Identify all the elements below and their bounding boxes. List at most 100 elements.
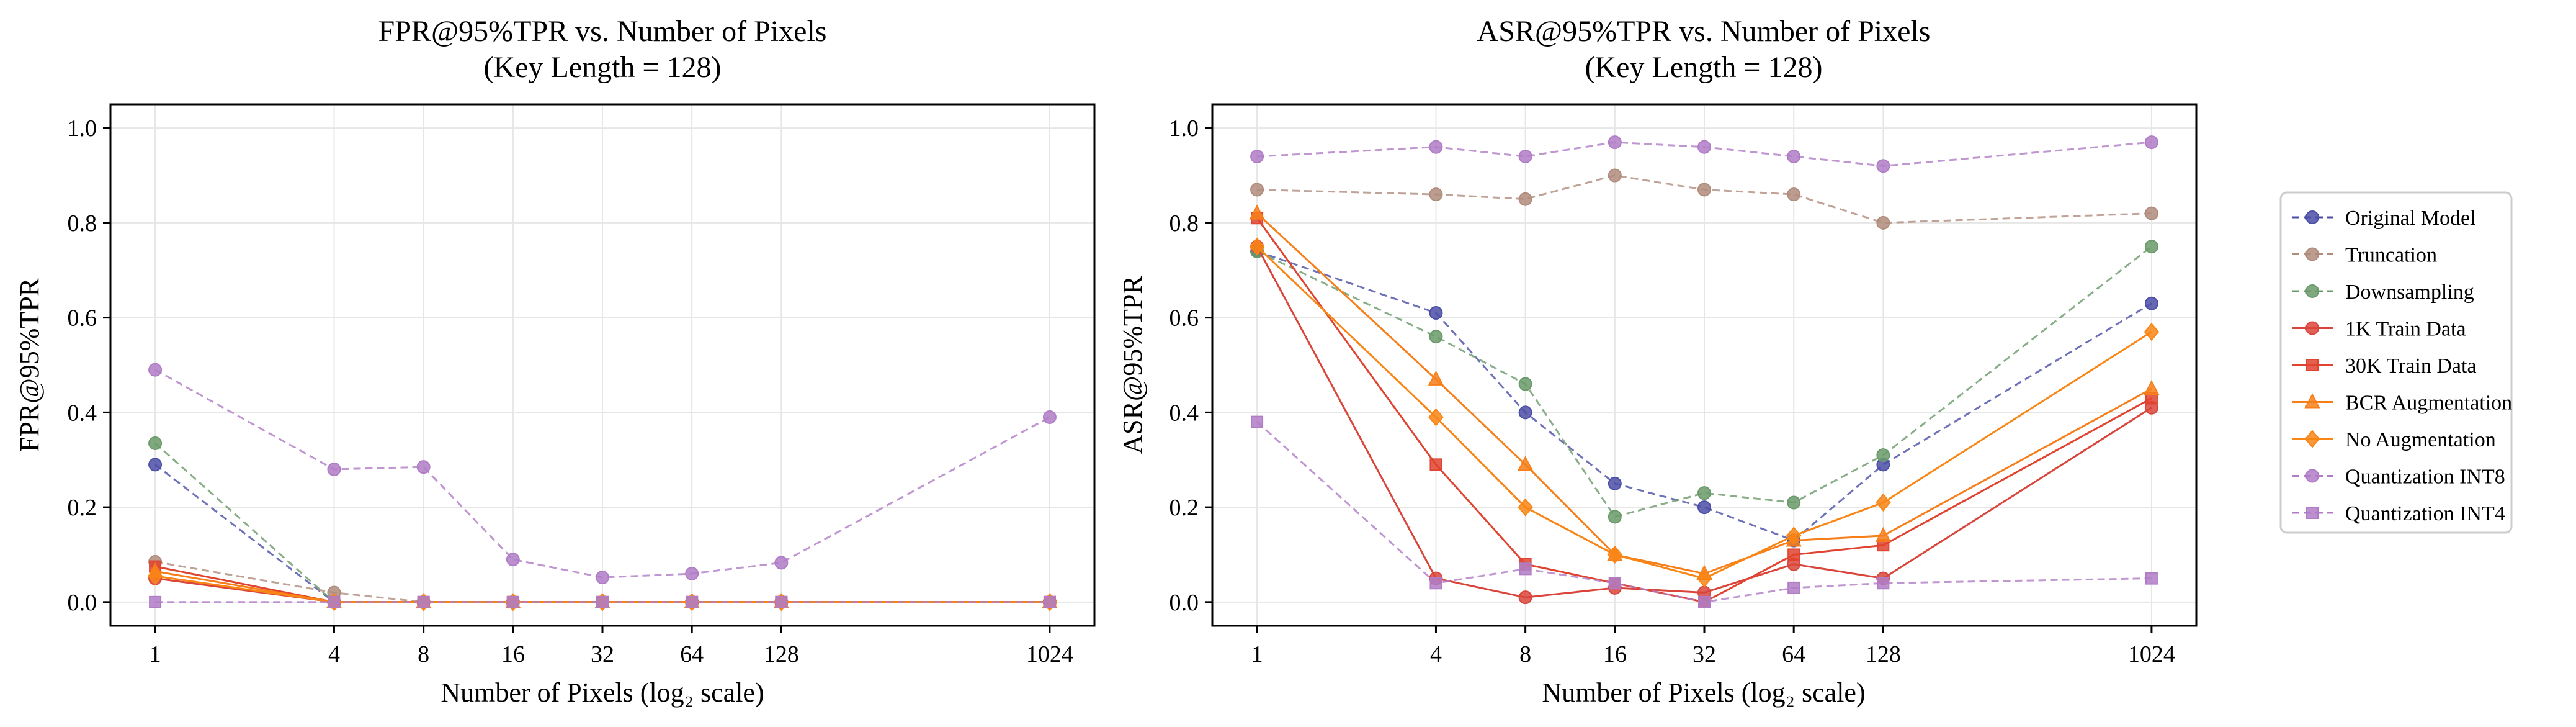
legend-label: Truncation [2345, 244, 2437, 267]
legend-marker [2305, 210, 2319, 224]
data-point [1428, 370, 1444, 386]
chart-asr-x-ticks: 1 4 8 16 32 64 128 1024 [1251, 626, 2175, 667]
chart-fpr-series [147, 363, 1058, 612]
data-point [1876, 215, 1890, 230]
data-point [1043, 595, 1056, 608]
x-tick-label: 32 [591, 641, 614, 667]
data-point [1518, 498, 1533, 517]
y-tick-label: 0.0 [1169, 590, 1199, 616]
x-tick-label: 16 [501, 641, 525, 667]
y-tick-label: 0.4 [1169, 400, 1199, 426]
legend: Original Model Truncation Downsampling 1K T… [2279, 191, 2513, 534]
data-point [1787, 495, 1801, 510]
data-point [1517, 456, 1534, 471]
data-point [1518, 590, 1532, 605]
data-point [1250, 150, 1264, 163]
data-point [417, 595, 430, 608]
legend-label: BCR Augmentation [2345, 392, 2512, 415]
series-7 [148, 363, 1057, 585]
legend-label: No Augmentation [2345, 428, 2496, 451]
y-tick-label: 1.0 [1169, 115, 1199, 142]
y-tick-label: 0.0 [68, 590, 97, 616]
series-7 [1250, 135, 2158, 173]
data-point [1608, 135, 1622, 150]
x-tick-label: 128 [1866, 641, 1901, 667]
data-point [2144, 240, 2158, 254]
x-tick-label: 8 [1519, 641, 1531, 667]
data-point [1697, 140, 1711, 154]
data-point [685, 567, 699, 580]
x-tick-label: 4 [328, 641, 340, 667]
data-point [1697, 500, 1711, 515]
data-point [2145, 572, 2158, 585]
data-point [506, 595, 519, 608]
series-5 [1249, 204, 2160, 580]
data-point [1429, 577, 1442, 590]
legend-entry: Downsampling [2292, 281, 2474, 304]
data-point [2144, 380, 2160, 395]
data-point [686, 595, 699, 608]
legend-marker [2306, 507, 2319, 519]
chart-fpr-x-axis-label: Number of Pixels (log₂ scale) [441, 677, 764, 708]
data-point [1607, 545, 1623, 564]
x-tick-label: 16 [1603, 641, 1627, 667]
y-tick-label: 0.4 [68, 400, 97, 426]
legend-frame [2279, 191, 2513, 534]
x-tick-label: 1024 [2128, 641, 2175, 667]
data-point [1787, 150, 1801, 163]
data-point [1697, 486, 1711, 500]
data-point [1697, 183, 1711, 197]
chart-asr-subtitle: (Key Length = 128) [1585, 51, 1823, 84]
y-tick-label: 1.0 [68, 115, 97, 142]
x-tick-label: 8 [418, 641, 429, 667]
data-point [1877, 577, 1890, 590]
data-point [1428, 408, 1444, 427]
data-point [327, 463, 341, 476]
data-point [147, 567, 163, 585]
y-tick-label: 0.6 [68, 305, 97, 332]
data-point [1608, 476, 1622, 490]
series-line [1256, 217, 2152, 603]
data-point [1518, 405, 1532, 420]
legend-entry: 30K Train Data [2292, 354, 2477, 377]
x-tick-label: 128 [764, 641, 799, 667]
legend-marker [2305, 247, 2319, 261]
data-point [1042, 410, 1057, 424]
data-point [1518, 192, 1532, 206]
data-point [506, 553, 520, 567]
data-point [416, 460, 431, 474]
chart-fpr-subtitle: (Key Length = 128) [484, 51, 722, 84]
data-point [1518, 150, 1532, 163]
legend-marker [2304, 430, 2320, 448]
data-point [1787, 581, 1800, 594]
y-tick-label: 0.8 [1169, 210, 1199, 237]
chart-fpr-gridlines [110, 104, 1094, 626]
legend-label: Quantization INT8 [2345, 466, 2505, 489]
data-point [1249, 204, 1265, 220]
y-tick-label: 0.2 [68, 495, 97, 521]
data-point [148, 363, 163, 377]
x-tick-label: 1 [1251, 641, 1263, 667]
series-line [1257, 174, 2152, 224]
series-6 [1249, 237, 2160, 588]
data-point [774, 556, 789, 570]
legend-entry: Quantization INT4 [2292, 502, 2505, 525]
legend-entry: BCR Augmentation [2292, 392, 2512, 415]
data-point [1876, 493, 1891, 512]
series-line [1256, 246, 2152, 580]
data-point [1251, 415, 1264, 428]
data-point [596, 571, 609, 585]
data-point [1876, 448, 1890, 463]
legend-label: Downsampling [2345, 281, 2474, 304]
data-point [1698, 595, 1711, 608]
series-line [154, 369, 1050, 579]
legend-marker [2305, 469, 2319, 483]
data-point [1250, 183, 1264, 197]
series-line [1256, 250, 2152, 542]
data-point [328, 595, 341, 608]
chart-asr-x-axis-label: Number of Pixels (log₂ scale) [1542, 677, 1865, 708]
x-tick-label: 4 [1430, 641, 1442, 667]
data-point [1249, 237, 1265, 256]
data-point [1429, 330, 1443, 344]
data-point [775, 595, 788, 608]
